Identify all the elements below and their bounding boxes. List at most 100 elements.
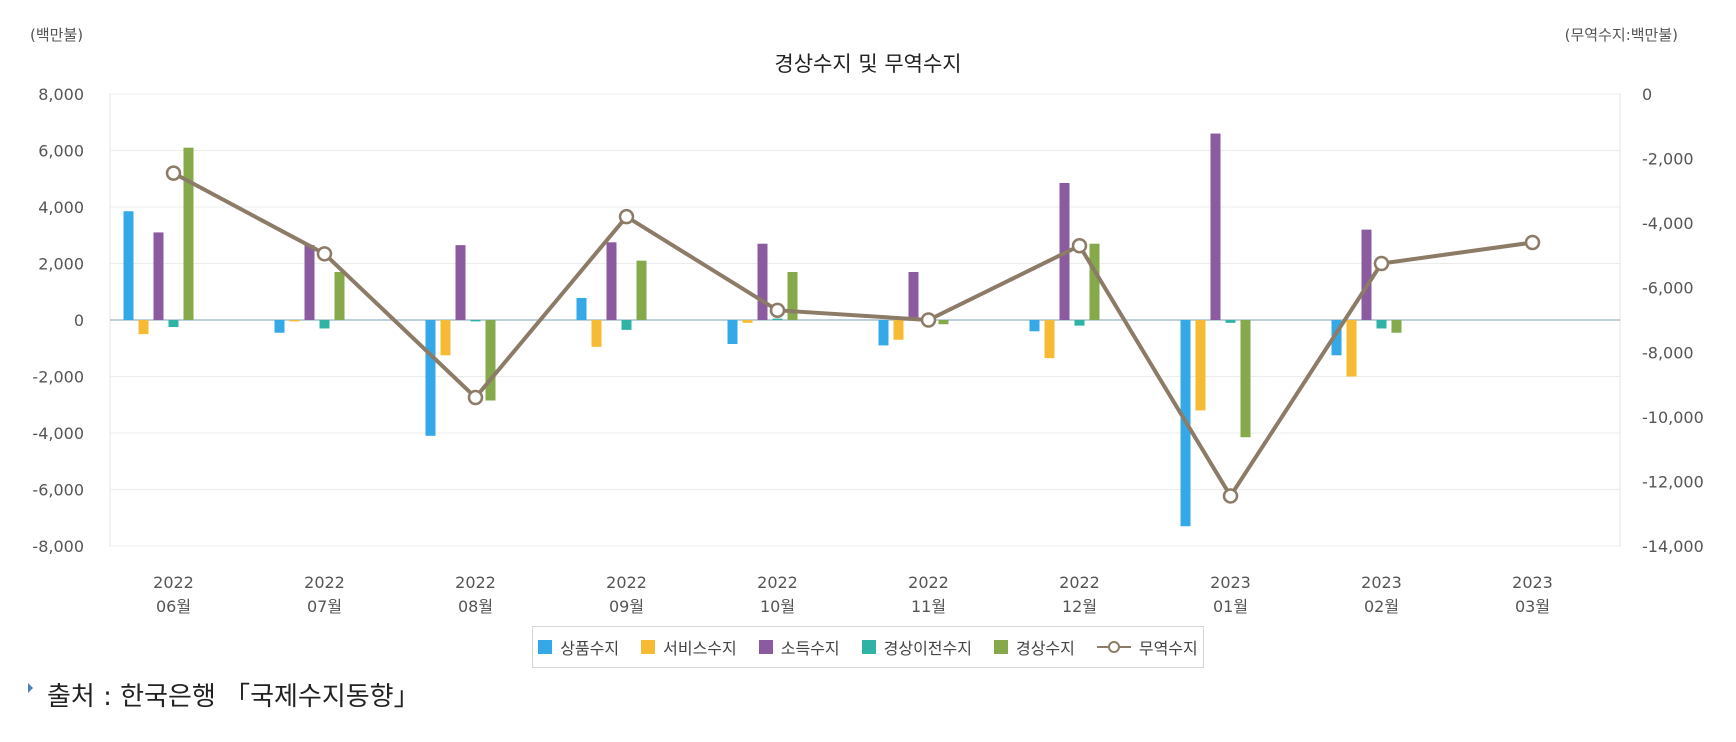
- x-tick-label-year: 2022: [908, 573, 949, 592]
- y-left-tick-label: -8,000: [32, 537, 84, 556]
- left-axis-unit-label: (백만불): [30, 26, 84, 44]
- x-tick-label-month: 10월: [760, 597, 795, 616]
- x-tick-label-year: 2023: [1361, 573, 1402, 592]
- bar-서비스수지: [440, 320, 451, 356]
- bar-경상이전수지: [621, 320, 632, 330]
- x-tick-label-year: 2023: [1210, 573, 1251, 592]
- y-right-tick-label: -10,000: [1642, 408, 1704, 427]
- x-tick-label-month: 01월: [1213, 597, 1248, 616]
- x-tick-label-month: 11월: [911, 597, 946, 616]
- x-tick-label-month: 02월: [1364, 597, 1399, 616]
- legend-label: 경상수지: [1015, 639, 1075, 658]
- x-tick-label-year: 2022: [455, 573, 496, 592]
- bar-서비스수지: [742, 320, 753, 323]
- y-left-tick-label: -2,000: [32, 368, 84, 387]
- legend-swatch: [641, 640, 656, 654]
- legend-item: 무역수지: [1096, 635, 1198, 659]
- bar-소득수지: [455, 245, 466, 320]
- legend-swatch: [758, 640, 773, 654]
- bar-경상이전수지: [470, 320, 481, 322]
- line-point-무역수지: [1071, 237, 1088, 254]
- bar-서비스수지: [138, 320, 149, 335]
- line-point-무역수지: [467, 389, 484, 406]
- x-tick-label-month: 12월: [1062, 597, 1097, 616]
- bar-소득수지: [1210, 133, 1221, 320]
- legend-label: 상품수지: [560, 639, 620, 658]
- bar-경상수지: [938, 320, 949, 325]
- bar-경상이전수지: [1074, 320, 1085, 326]
- chart-plot: 8,000 6,000 4,000 2,000 0 -2,000 -4,000 -6,000 -…: [32, 85, 1704, 616]
- bar-소득수지: [606, 242, 617, 320]
- line-point-무역수지: [618, 208, 635, 225]
- bar-상품수지: [878, 320, 889, 346]
- x-tick-label-month: 09월: [609, 597, 644, 616]
- bar-경상이전수지: [1376, 320, 1387, 329]
- bar-상품수지: [727, 320, 738, 345]
- legend-line-swatch: [1096, 641, 1131, 653]
- y-left-tick-label: 6,000: [38, 142, 84, 161]
- legend-swatch: [993, 640, 1008, 654]
- bar-상품수지: [576, 297, 587, 320]
- right-axis-unit-label: (무역수지:백만불): [1564, 26, 1678, 44]
- source-text: 출처 : 한국은행 「국제수지동향」: [47, 682, 420, 712]
- line-point-무역수지: [920, 312, 937, 328]
- legend-label: 경상이전수지: [883, 639, 972, 658]
- legend-swatch: [538, 640, 553, 654]
- x-tick-label-month: 03월: [1515, 597, 1550, 616]
- bar-서비스수지: [591, 320, 602, 347]
- bar-상품수지: [425, 320, 436, 436]
- bar-경상이전수지: [168, 320, 179, 328]
- y-right-tick-label: -2,000: [1642, 150, 1694, 169]
- x-tick-label-year: 2023: [1512, 573, 1553, 592]
- line-point-무역수지: [165, 165, 182, 181]
- bar-소득수지: [153, 232, 164, 320]
- legend-item: 상품수지: [538, 635, 619, 659]
- bar-상품수지: [1331, 320, 1342, 356]
- chart-title: 경상수지 및 무역수지: [774, 52, 962, 76]
- line-point-무역수지: [316, 246, 333, 262]
- line-point-무역수지: [1524, 234, 1541, 251]
- legend-label: 소득수지: [780, 639, 840, 658]
- bar-경상수지: [485, 320, 496, 401]
- bar-경상수지: [1089, 243, 1100, 320]
- x-tick-label-month: 08월: [458, 597, 493, 616]
- y-left-tick-label: 2,000: [38, 255, 84, 274]
- bar-경상수지: [1240, 320, 1251, 438]
- line-point-무역수지: [1222, 488, 1239, 504]
- bar-경상수지: [183, 147, 194, 320]
- bar-경상수지: [787, 271, 798, 320]
- bar-상품수지: [1029, 320, 1040, 332]
- x-tick-label-year: 2022: [1059, 573, 1100, 592]
- bar-경상수지: [1391, 320, 1402, 333]
- legend-item: 경상수지: [993, 635, 1075, 659]
- bar-경상이전수지: [772, 318, 783, 320]
- bar-상품수지: [274, 320, 285, 333]
- y-right-tick-label: -14,000: [1642, 537, 1704, 556]
- bar-소득수지: [757, 243, 768, 320]
- x-tick-label-month: 07월: [307, 597, 342, 616]
- y-right-tick-label: -4,000: [1642, 214, 1694, 233]
- y-right-tick-label: -8,000: [1642, 343, 1694, 362]
- y-left-tick-label: 4,000: [38, 198, 84, 217]
- legend-swatch: [861, 640, 876, 654]
- chart-legend: 상품수지 서비스수지 소득수지 경상이전수지 경상수지 무역수지: [532, 626, 1204, 668]
- legend-item: 서비스수지: [641, 635, 737, 659]
- y-left-tick-label: 0: [74, 311, 84, 330]
- y-left-tick-label: -4,000: [32, 424, 84, 443]
- bar-경상수지: [334, 271, 345, 320]
- y-right-tick-label: -6,000: [1642, 279, 1694, 298]
- x-tick-label-year: 2022: [304, 573, 345, 592]
- x-tick-label-year: 2022: [153, 573, 194, 592]
- bar-서비스수지: [289, 320, 300, 322]
- bar-경상이전수지: [319, 320, 330, 329]
- x-tick-label-year: 2022: [606, 573, 647, 592]
- line-point-무역수지: [1373, 255, 1390, 272]
- bar-경상수지: [636, 260, 647, 320]
- y-right-tick-label: -12,000: [1642, 472, 1704, 491]
- bar-소득수지: [304, 245, 315, 320]
- bar-서비스수지: [893, 320, 904, 340]
- bar-상품수지: [123, 211, 134, 320]
- line-point-무역수지: [769, 302, 786, 319]
- bar-서비스수지: [1044, 320, 1055, 359]
- legend-item: 경상이전수지: [861, 635, 972, 659]
